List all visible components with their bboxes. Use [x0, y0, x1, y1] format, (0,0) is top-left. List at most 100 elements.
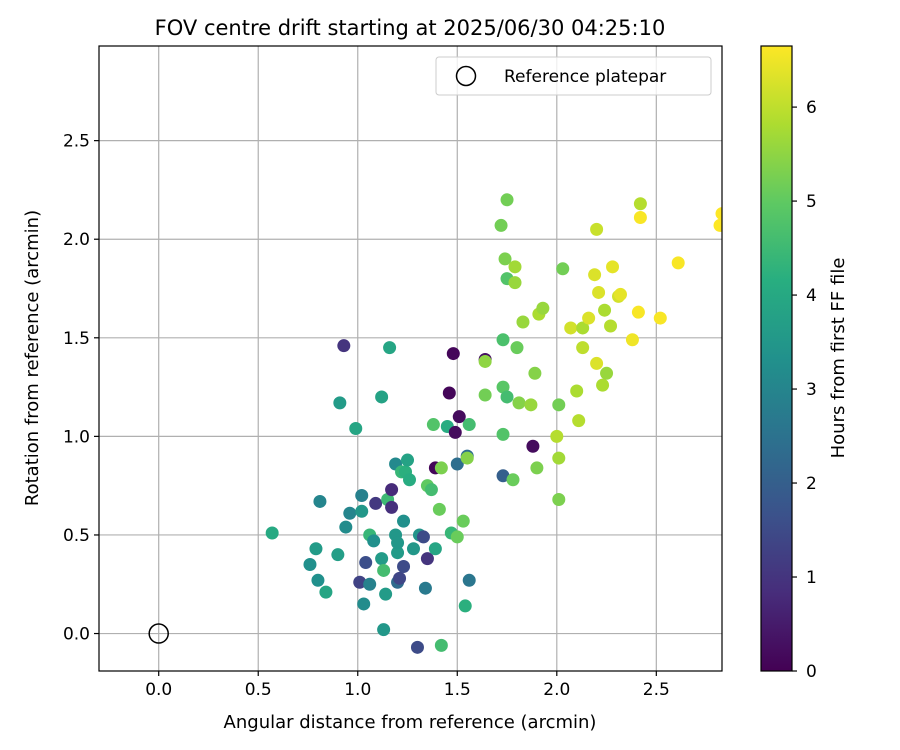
data-point — [500, 390, 514, 404]
data-point — [496, 333, 510, 347]
colorbar-ticks: 0 1 2 3 4 5 6 — [792, 98, 817, 682]
legend-label: Reference platepar — [504, 67, 666, 87]
data-point — [333, 396, 347, 410]
data-point — [526, 439, 540, 453]
data-point — [524, 398, 538, 412]
data-point — [359, 556, 373, 570]
data-point — [462, 573, 476, 587]
data-point — [393, 571, 407, 585]
data-point — [552, 451, 566, 465]
data-point — [401, 453, 415, 467]
data-point — [506, 473, 520, 487]
data-point — [383, 341, 397, 355]
colorbar-tick-label: 4 — [806, 286, 817, 306]
data-point — [498, 252, 512, 266]
data-point — [353, 575, 367, 589]
scatter-points — [265, 193, 722, 654]
data-point — [460, 451, 474, 465]
y-tick-label: 2.0 — [63, 230, 90, 250]
data-point — [516, 315, 530, 329]
data-point — [418, 581, 432, 595]
data-point — [309, 542, 323, 556]
data-point — [600, 366, 614, 380]
data-point — [448, 425, 462, 439]
colorbar: 0 1 2 3 4 5 6 Hours from first FF file — [760, 45, 849, 682]
y-tick-label: 1.0 — [63, 427, 90, 447]
data-point — [613, 287, 627, 301]
data-point — [500, 193, 514, 207]
data-point — [446, 347, 460, 361]
data-point — [337, 339, 351, 353]
data-point — [550, 429, 564, 443]
x-tick-label: 1.0 — [344, 680, 371, 700]
x-tick-label: 1.5 — [444, 680, 471, 700]
data-point — [508, 260, 522, 274]
data-point — [391, 546, 405, 560]
data-point — [631, 305, 645, 319]
data-point — [715, 207, 722, 221]
data-point — [582, 311, 596, 325]
data-point — [349, 421, 363, 435]
data-point — [452, 410, 466, 424]
data-point — [442, 386, 456, 400]
data-point — [625, 333, 639, 347]
data-point — [424, 483, 438, 497]
data-point — [377, 623, 391, 637]
data-point — [403, 473, 417, 487]
data-point — [478, 354, 492, 368]
data-point — [592, 285, 606, 299]
data-point — [416, 530, 430, 544]
data-point — [379, 587, 393, 601]
colorbar-tick-label: 5 — [806, 192, 817, 212]
colorbar-tick-label: 6 — [806, 98, 817, 118]
data-point — [508, 276, 522, 290]
data-point — [598, 303, 612, 317]
data-point — [530, 461, 544, 475]
colorbar-label: Hours from first FF file — [828, 258, 849, 459]
data-point — [590, 222, 604, 236]
x-tick-label: 0.5 — [245, 680, 272, 700]
data-point — [343, 506, 357, 520]
y-tick-label: 1.5 — [63, 329, 90, 349]
data-point — [355, 504, 369, 518]
data-point — [265, 526, 279, 540]
colorbar-tick-label: 2 — [806, 474, 817, 494]
data-point — [450, 457, 464, 471]
colorbar-gradient — [760, 45, 793, 672]
data-point — [496, 427, 510, 441]
data-point — [713, 218, 722, 232]
data-point — [564, 321, 578, 335]
data-point — [355, 489, 369, 503]
data-point — [653, 311, 667, 325]
data-point — [391, 536, 405, 550]
data-point — [385, 483, 399, 497]
data-point — [369, 496, 383, 510]
data-point — [552, 398, 566, 412]
data-point — [572, 414, 586, 428]
data-point — [496, 380, 510, 394]
data-point — [570, 384, 584, 398]
data-point — [375, 390, 389, 404]
reference-marker — [148, 623, 169, 644]
data-point — [590, 356, 604, 370]
data-point — [377, 563, 391, 577]
data-point — [311, 573, 325, 587]
data-point — [434, 461, 448, 475]
data-point — [556, 262, 570, 276]
data-point — [357, 597, 371, 611]
data-point — [512, 396, 526, 410]
x-tick-label: 2.0 — [543, 680, 570, 700]
x-tick-label: 2.5 — [643, 680, 670, 700]
data-point — [313, 494, 327, 508]
data-point — [363, 577, 377, 591]
legend-box — [435, 56, 712, 96]
data-point — [478, 388, 492, 402]
x-tick-label: 0.0 — [145, 680, 172, 700]
data-point — [426, 418, 440, 432]
data-point — [671, 256, 685, 270]
data-point — [397, 514, 411, 528]
data-point — [604, 319, 618, 333]
y-axis-label: Rotation from reference (arcmin) — [22, 210, 43, 506]
grid — [99, 46, 722, 671]
